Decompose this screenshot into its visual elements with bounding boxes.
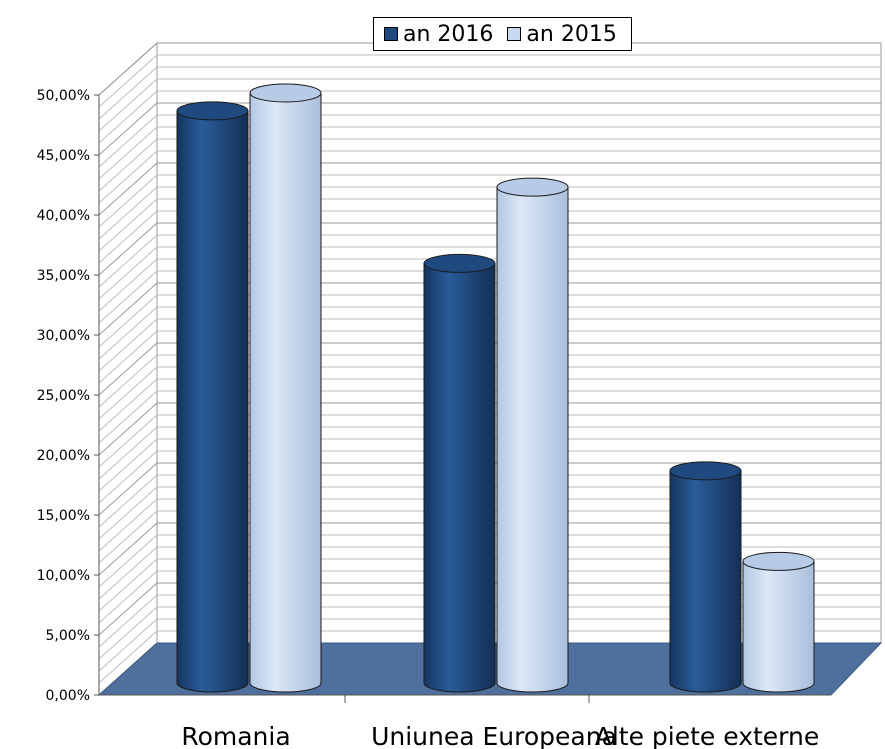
x-tick-label: Romania [181, 722, 290, 749]
gridline-side [98, 234, 158, 288]
bar-2015-2 [742, 551, 815, 693]
gridline-side [98, 426, 158, 480]
gridline-side [98, 414, 158, 468]
bar-2015-1 [496, 177, 569, 693]
gridline-side [98, 282, 158, 336]
gridline-side [98, 402, 158, 456]
bar-top [249, 83, 322, 103]
gridline-side [98, 438, 158, 492]
legend-item-2016: an 2016 [384, 22, 493, 47]
y-tick-label: 40,00% [37, 208, 90, 224]
bar-2016-2 [669, 461, 742, 693]
gridline-side [98, 546, 158, 600]
gridline-side [98, 354, 158, 408]
gridline-side [98, 582, 158, 636]
gridline-side [98, 450, 158, 504]
bar-body [742, 560, 815, 693]
bar-top [496, 177, 569, 197]
bar-top [176, 101, 249, 121]
y-tick-label: 10,00% [37, 568, 90, 584]
gridline-side [98, 366, 158, 420]
gridline-side [98, 534, 158, 588]
x-tick-label: Uniunea Europeana [371, 722, 617, 749]
gridline-side [98, 222, 158, 276]
gridline-side [98, 186, 158, 240]
legend-swatch-2016 [384, 27, 398, 41]
gridline-side [98, 150, 158, 204]
bar-body [496, 186, 569, 693]
gridline-side [98, 594, 158, 648]
y-tick-label: 20,00% [37, 448, 90, 464]
bar-2016-0 [176, 101, 249, 693]
y-tick-label: 35,00% [37, 268, 90, 284]
y-tick-label: 0,00% [46, 688, 90, 704]
legend-label-2015: an 2015 [526, 21, 617, 47]
gridline-side [98, 390, 158, 444]
y-tick-label: 45,00% [37, 148, 90, 164]
gridline-side [98, 558, 158, 612]
gridline-side [98, 162, 158, 216]
gridline-side [98, 78, 158, 132]
gridline-side [98, 42, 158, 96]
gridline-side [98, 462, 158, 516]
bar-2015-0 [249, 83, 322, 693]
legend-label-2016: an 2016 [403, 21, 494, 47]
bar-top [423, 253, 496, 273]
legend-swatch-2015 [507, 27, 522, 41]
gridline-side [98, 306, 158, 360]
gridline-side [98, 474, 158, 528]
gridline-side [98, 270, 158, 324]
bar-2016-1 [423, 253, 496, 693]
gridline-side [98, 486, 158, 540]
gridline-side [98, 630, 158, 684]
gridline-side [98, 114, 158, 168]
gridline-side [98, 198, 158, 252]
gridline-side [98, 522, 158, 576]
gridline-side [98, 342, 158, 396]
gridline-side [98, 90, 158, 144]
gridline-side [98, 606, 158, 660]
gridline-side [98, 570, 158, 624]
y-tick-label: 25,00% [37, 388, 90, 404]
gridline-side [98, 378, 158, 432]
bar-top [669, 461, 742, 481]
gridline-side [98, 510, 158, 564]
bar-top [742, 551, 815, 571]
bar-body [423, 262, 496, 693]
y-tick-label: 5,00% [46, 628, 90, 644]
gridline-side [98, 174, 158, 228]
gridline-side [98, 246, 158, 300]
gridline-side [98, 618, 158, 672]
gridline-side [98, 138, 158, 192]
legend: an 2016 an 2015 [373, 17, 632, 51]
gridline-side [98, 126, 158, 180]
gridline-side [98, 498, 158, 552]
legend-item-2015: an 2015 [507, 21, 617, 47]
gridline-side [98, 330, 158, 384]
x-tick-label: Alte piete externe [595, 722, 820, 749]
gridline-side [98, 210, 158, 264]
y-tick-label: 50,00% [37, 88, 90, 104]
bar-body [249, 92, 322, 693]
gridline-side [98, 318, 158, 372]
gridline-side [98, 258, 158, 312]
gridline-side [98, 102, 158, 156]
y-tick-label: 30,00% [37, 328, 90, 344]
bar-body [176, 110, 249, 693]
gridline-side [98, 54, 158, 108]
y-tick-label: 15,00% [37, 508, 90, 524]
bar-body [669, 470, 742, 693]
gridline-side [98, 66, 158, 120]
gridline-side [98, 294, 158, 348]
